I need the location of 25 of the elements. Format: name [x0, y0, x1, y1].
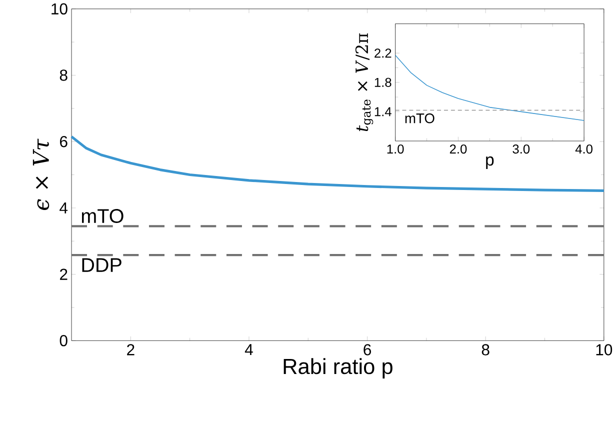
y-tick-label: 4 [60, 202, 68, 214]
y-tick-label: 1.4 [374, 107, 392, 116]
ref-line-label: DDP [82, 258, 122, 272]
ref-line-label: mTO [82, 208, 124, 223]
y-axis-title: t$_{gate}$ × V/2π [355, 33, 374, 132]
y-tick-label: 8 [60, 70, 68, 81]
ref-line-label: mTO [405, 113, 434, 124]
y-tick-label: 2 [60, 268, 68, 280]
x-tick-label: 1.0 [387, 144, 404, 154]
y-axis-title: ϵ × Vτ [32, 138, 50, 210]
x-tick-label: 8 [482, 344, 490, 356]
x-tick-label: 4 [244, 344, 253, 355]
y-tick-label: 0 [60, 335, 68, 346]
x-axis-title: p [486, 156, 494, 169]
y-tick-label: 2.2 [374, 48, 392, 58]
x-tick-label: 6 [364, 344, 371, 356]
y-tick-label: 10 [52, 3, 68, 14]
x-tick-label: 4.0 [575, 144, 592, 154]
y-tick-label: 1.8 [374, 78, 392, 87]
x-tick-label: 3.0 [512, 144, 530, 154]
x-tick-label: 2.0 [450, 144, 467, 154]
x-axis-title: Rabi ratio p [284, 358, 392, 378]
x-tick-label: 10 [596, 344, 612, 356]
x-tick-label: 2 [127, 344, 134, 356]
line-series [70, 135, 606, 192]
